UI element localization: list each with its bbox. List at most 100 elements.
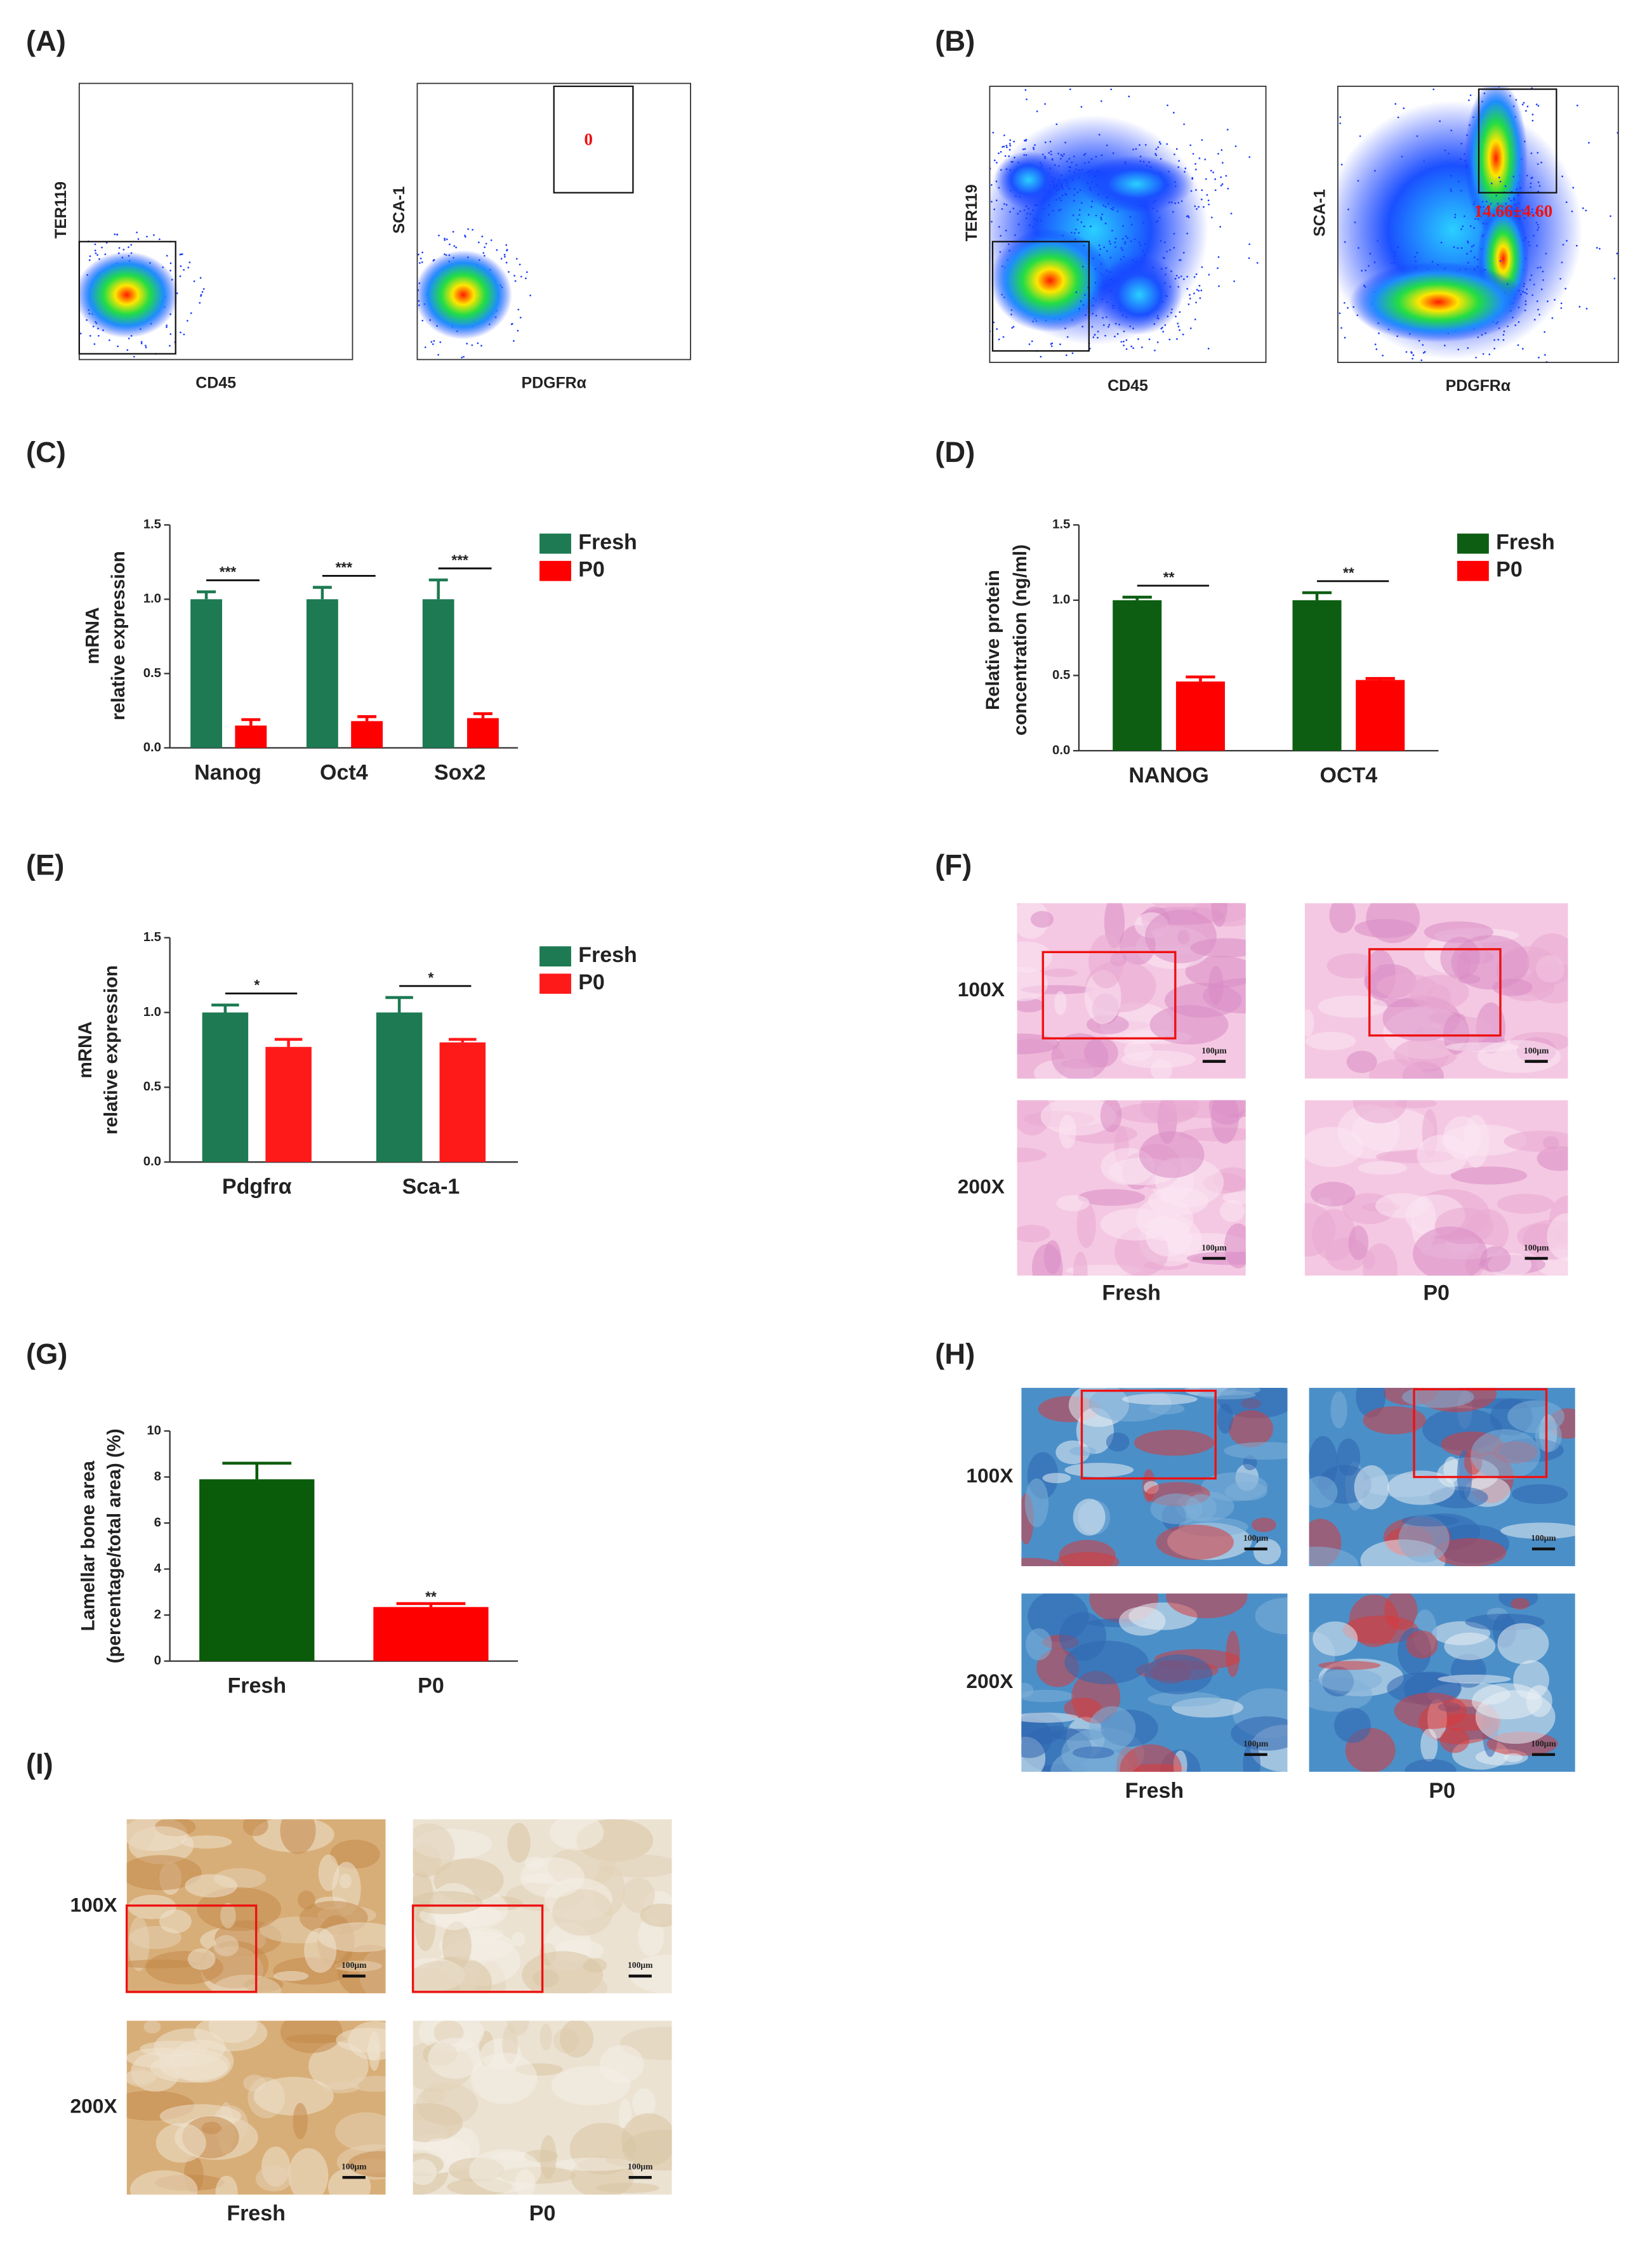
event-dot (1267, 192, 1269, 194)
event-dot (1467, 242, 1469, 244)
error-bar (1365, 676, 1395, 680)
tissue (1405, 1758, 1457, 1772)
tissue (1363, 1406, 1426, 1435)
event-dot (109, 339, 110, 341)
event-dot (1516, 206, 1519, 209)
tissue (413, 2159, 437, 2186)
event-dot (1000, 235, 1002, 237)
tissue (208, 2021, 258, 2043)
bar (373, 1607, 489, 1661)
event-dot (1092, 336, 1095, 338)
event-dot (1462, 225, 1464, 228)
event-dot (1585, 209, 1587, 212)
event-dot (1005, 145, 1008, 147)
tissue (1251, 1517, 1276, 1533)
event-dot (1078, 209, 1081, 211)
event-dot (966, 172, 968, 174)
event-dot (985, 362, 987, 364)
event-dot (968, 293, 970, 294)
event-dot (62, 293, 63, 294)
tissue (1527, 933, 1568, 985)
tissue (1064, 1640, 1149, 1684)
event-dot (1123, 74, 1125, 76)
event-dot (1368, 265, 1370, 267)
event-dot (1073, 155, 1075, 157)
event-dot (1212, 171, 1214, 174)
y-tick-label: 1.5 (143, 518, 161, 532)
event-dot (1073, 171, 1075, 173)
event-dot (1394, 251, 1396, 253)
tissue (1394, 1692, 1467, 1729)
column-label: Fresh (1125, 1779, 1184, 1803)
event-dot (1588, 142, 1590, 144)
event-dot (89, 255, 91, 258)
event-dot (1316, 315, 1318, 317)
tissue (274, 1970, 309, 1981)
event-dot (1138, 241, 1141, 244)
event-dot (1201, 139, 1203, 142)
event-dot (1058, 209, 1060, 212)
event-dot (1125, 348, 1128, 350)
tissue (253, 2076, 334, 2116)
event-dot (1003, 203, 1005, 205)
bar (351, 721, 383, 748)
tissue (1326, 953, 1379, 979)
event-dot (79, 333, 82, 334)
event-dot (1560, 302, 1563, 305)
event-dot (1065, 194, 1068, 196)
event-dot (1172, 112, 1175, 114)
event-dot (1182, 278, 1185, 280)
tissue (1420, 1728, 1438, 1762)
event-dot (1097, 336, 1099, 339)
event-dot (1013, 140, 1015, 143)
event-dot (946, 147, 948, 148)
row-label: 200X (958, 1175, 1005, 1197)
micrograph (126, 2021, 386, 2195)
event-dot (1194, 162, 1196, 165)
tissue (1149, 1005, 1229, 1045)
event-dot (1493, 347, 1496, 350)
event-dot (1415, 260, 1417, 263)
event-dot (1179, 329, 1180, 331)
event-dot (1128, 95, 1130, 98)
event-dot (485, 242, 487, 245)
event-dot (1214, 189, 1217, 192)
tissue (1309, 1435, 1338, 1490)
event-dot (1283, 168, 1285, 169)
event-dot (1124, 241, 1127, 243)
event-dot (995, 199, 998, 202)
event-dot (1478, 67, 1480, 69)
tissue (368, 2031, 381, 2071)
event-dot (1009, 139, 1012, 142)
event-dot (398, 306, 400, 308)
tissue (288, 2148, 329, 2195)
event-dot (984, 130, 986, 132)
event-dot (166, 326, 168, 328)
event-dot (482, 252, 485, 254)
event-dot (437, 353, 440, 356)
zoom-box (1413, 1388, 1548, 1479)
y-tick-label: 0.0 (143, 1155, 161, 1169)
event-dot (1049, 140, 1052, 143)
event-dot (1538, 313, 1541, 316)
tissue (1100, 1100, 1122, 1133)
legend-label: P0 (578, 558, 605, 582)
event-dot (1081, 63, 1083, 65)
event-dot (477, 342, 479, 345)
event-dot (1155, 221, 1158, 223)
event-dot (1300, 135, 1302, 136)
event-dot (419, 262, 421, 264)
scale-bar-label: 100μm (341, 2161, 367, 2171)
event-dot (1483, 206, 1485, 208)
panel-label: (I) (26, 1748, 53, 1780)
event-dot (1535, 368, 1537, 370)
tissue (1440, 937, 1480, 979)
event-dot (1011, 327, 1014, 329)
tissue (318, 1854, 340, 1891)
event-dot (1109, 242, 1111, 245)
tissue (1310, 1182, 1356, 1207)
tissue (1363, 1243, 1398, 1276)
tissue (187, 1948, 216, 1970)
event-dot (1134, 238, 1136, 241)
event-dot (1537, 227, 1540, 229)
